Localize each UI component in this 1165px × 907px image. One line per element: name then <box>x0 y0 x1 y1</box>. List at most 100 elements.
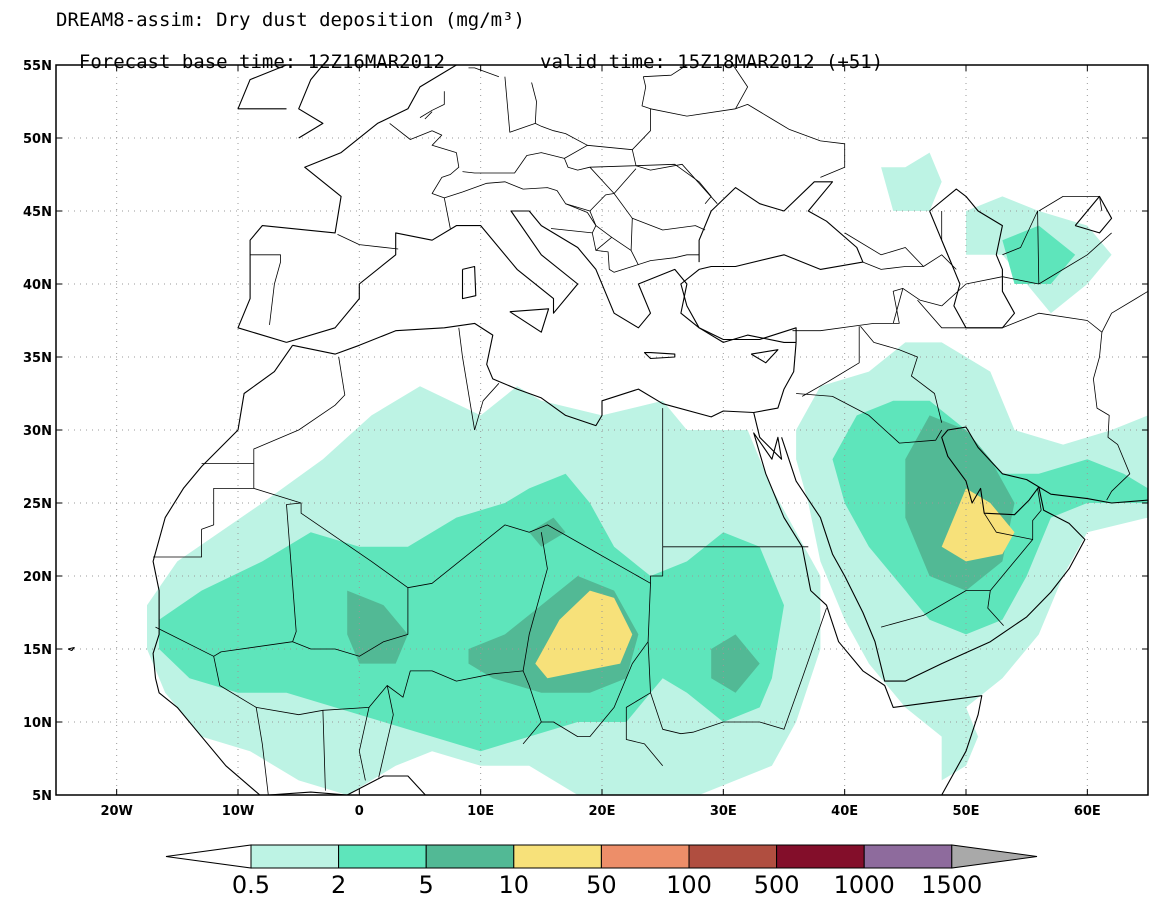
border <box>613 193 706 231</box>
coastline <box>298 65 324 139</box>
colorbar-over-arrow <box>951 844 1038 869</box>
border <box>650 607 827 735</box>
border <box>844 232 924 267</box>
y-tick-label: 25N <box>23 497 52 512</box>
border <box>255 707 269 795</box>
colorbar-label: 100 <box>666 871 712 899</box>
colorbar-label: 500 <box>754 871 800 899</box>
y-tick-label: 55N <box>23 59 52 74</box>
contour-level-0 <box>941 707 979 781</box>
border <box>1038 195 1103 212</box>
coastlines <box>67 65 1148 795</box>
x-tick-label: 20W <box>100 804 132 819</box>
border <box>531 82 537 124</box>
border <box>796 393 943 444</box>
colorbar-swatch <box>338 844 427 869</box>
y-tick-label: 15N <box>23 643 52 658</box>
border <box>589 166 637 194</box>
border <box>419 91 445 118</box>
border <box>595 225 612 238</box>
coastline <box>643 352 676 360</box>
y-tick-label: 50N <box>23 132 52 147</box>
border <box>595 236 632 251</box>
coastline <box>509 308 550 333</box>
contour-level-0 <box>881 152 942 211</box>
border <box>250 254 281 325</box>
x-tick-label: 40E <box>831 804 858 819</box>
border <box>892 288 904 324</box>
coastline <box>781 426 1148 682</box>
border <box>802 380 831 397</box>
contour-level-2 <box>347 590 408 664</box>
y-tick-label: 5N <box>32 789 52 804</box>
border <box>431 130 457 153</box>
coastline <box>929 188 1016 329</box>
border <box>322 710 326 791</box>
border <box>589 193 615 212</box>
coastline <box>67 646 75 652</box>
deposition-contours <box>147 152 1148 795</box>
border <box>431 152 460 199</box>
colorbar-label: 1500 <box>921 871 982 899</box>
y-tick-label: 45N <box>23 205 52 220</box>
border <box>650 104 846 178</box>
colorbar-swatch <box>776 844 865 869</box>
border <box>213 656 542 745</box>
x-tick-label: 10W <box>222 804 254 819</box>
coastline <box>461 265 477 300</box>
coastline <box>753 412 983 795</box>
border <box>201 463 664 589</box>
border <box>462 76 651 174</box>
x-tick-label: 30E <box>710 804 737 819</box>
border <box>941 211 955 270</box>
border <box>643 65 688 78</box>
border <box>1002 210 1040 285</box>
border <box>564 144 633 159</box>
y-tick-label: 10N <box>23 716 52 731</box>
valid-time: valid time: 15Z18MAR2012 (+51) <box>540 51 884 73</box>
contour-level-2 <box>529 517 566 547</box>
colorbar-under-arrow <box>165 844 252 869</box>
colorbar-label: 50 <box>586 871 617 899</box>
colorbar-swatch <box>863 844 953 869</box>
border <box>358 707 370 781</box>
x-tick-label: 0 <box>355 804 364 819</box>
forecast-base-time: Forecast base time: 12Z16MAR2012 <box>78 51 445 73</box>
border <box>630 218 639 266</box>
colorbar-label: 0.5 <box>232 871 270 899</box>
coastline <box>698 181 864 263</box>
border <box>541 583 651 737</box>
border <box>1037 488 1042 511</box>
coastline <box>237 65 457 343</box>
colorbar-label: 5 <box>419 871 434 899</box>
border <box>474 383 500 431</box>
border <box>253 356 346 464</box>
border <box>987 510 1042 626</box>
border <box>983 512 1033 540</box>
border <box>860 326 943 423</box>
border <box>550 228 593 234</box>
coastline <box>286 210 797 343</box>
border <box>378 685 394 778</box>
border <box>389 123 433 140</box>
y-tick-label: 40N <box>23 278 52 293</box>
border <box>424 111 433 120</box>
coastline <box>237 65 287 110</box>
x-tick-label: 10E <box>467 804 494 819</box>
x-tick-label: 50E <box>953 804 980 819</box>
border <box>153 487 254 558</box>
border <box>635 163 712 204</box>
border <box>458 327 475 431</box>
border <box>504 76 588 146</box>
colorbar-label: 10 <box>499 871 530 899</box>
colorbar-swatch <box>513 844 602 869</box>
border <box>917 299 1131 501</box>
border <box>880 590 991 628</box>
y-tick-label: 20N <box>23 570 52 585</box>
axis-ticks: 20W 10W 0 10E 20E 30E 40E 50E 60E 5N 10N 15N 20N 25N 3… <box>23 59 1148 819</box>
colorbar-swatch <box>600 844 690 869</box>
border <box>792 287 942 332</box>
colorbar: 0.5 2 5 10 50 100 500 1000 1500 <box>165 844 1038 899</box>
y-tick-label: 30N <box>23 424 52 439</box>
